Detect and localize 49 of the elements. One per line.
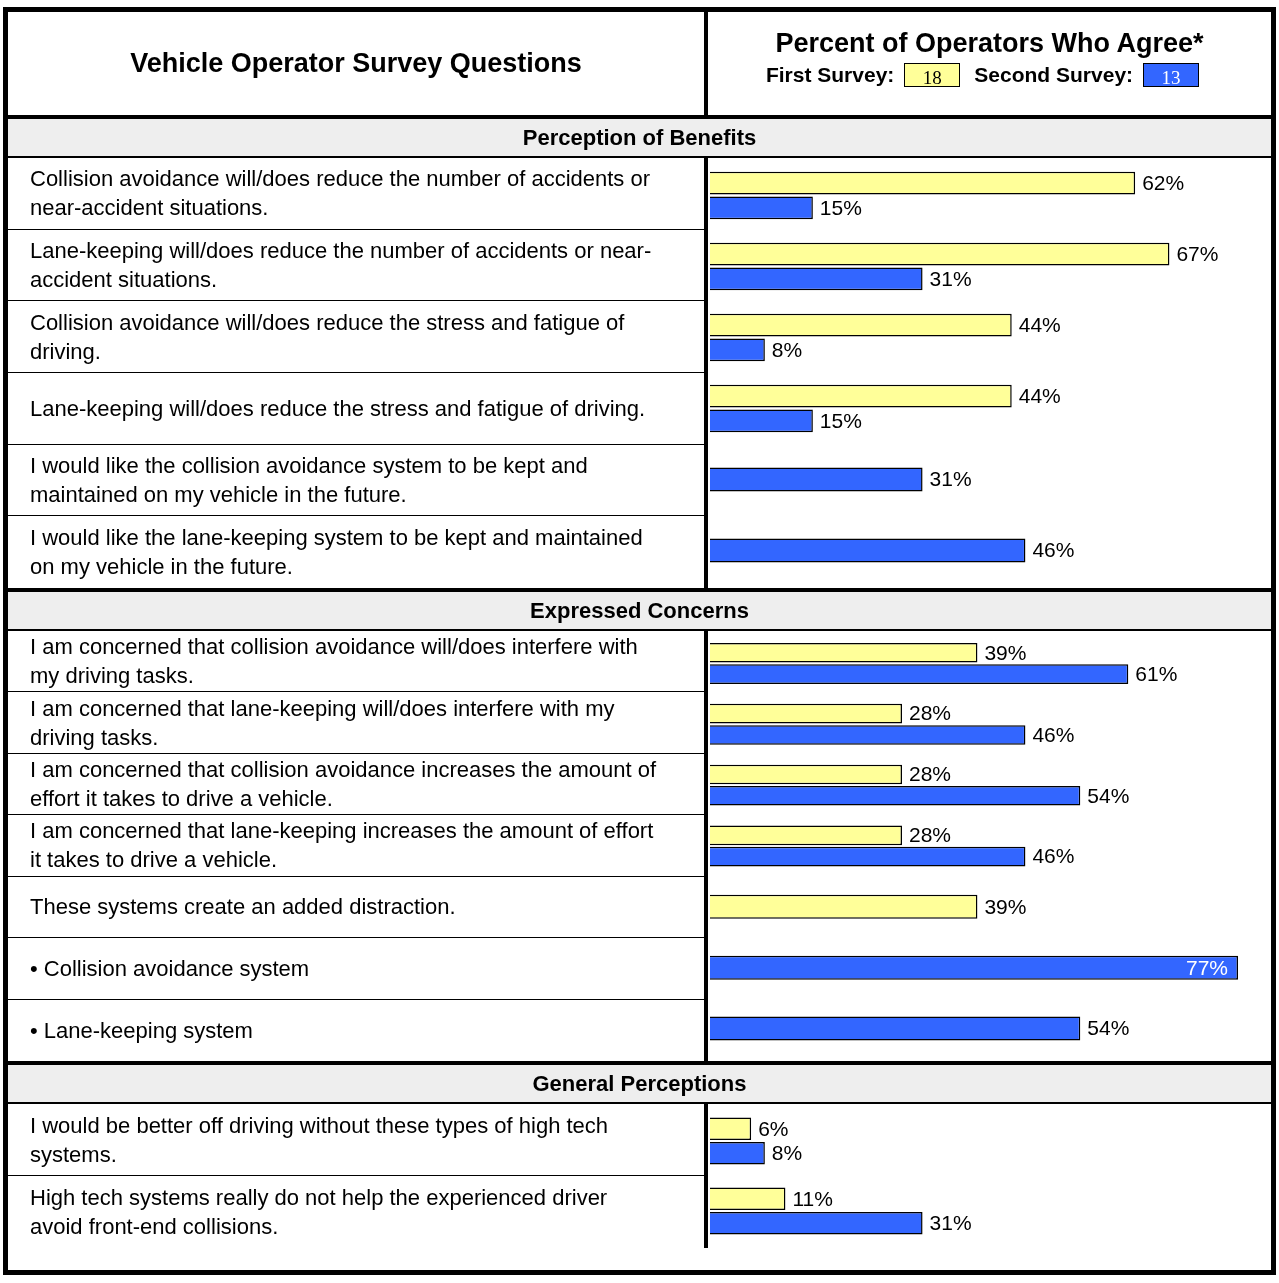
y-tick-label: I am concerned that lane-keeping increases the amount of effort it takes to drive a vehicle.	[8, 815, 704, 877]
data-label: 28%	[909, 762, 952, 786]
data-label: 15%	[819, 408, 862, 432]
y-tick-label: I would be better off driving without these types of high tech systems.	[8, 1104, 704, 1176]
y-tick-label: I am concerned that lane-keeping will/does interfere with my driving tasks.	[8, 692, 704, 754]
text: 18	[904, 63, 961, 88]
data-label: 54%	[1087, 1016, 1130, 1040]
legend-label: Second Survey:	[974, 63, 1134, 87]
data-label: 77%	[1185, 955, 1228, 979]
data-label: 54%	[1087, 783, 1130, 807]
data-label: 44%	[1018, 383, 1061, 407]
y-tick-label: High tech systems really do not help the experienced driver avoid front-end collisions.	[29, 1184, 609, 1241]
data-label: 8%	[771, 337, 803, 361]
data-label: 15%	[819, 195, 862, 219]
data-label: 39%	[984, 894, 1027, 918]
data-label: 31%	[929, 467, 972, 491]
y-axis-title: Vehicle Operator Survey Questions	[8, 12, 708, 115]
data-label: 28%	[909, 823, 952, 847]
data-label: 67%	[1176, 241, 1219, 265]
y-tick-label: I am concerned that collision avoidance will/does interfere with my driving tasks.	[8, 631, 704, 693]
chart-title: Expressed Concerns	[8, 592, 1271, 631]
y-tick-label: Collision avoidance will/does reduce the stress and fatigue of driving.	[8, 301, 704, 373]
y-tick-label: Collision avoidance will/does reduce the number of accidents or near-accident situations.	[8, 158, 704, 230]
x-axis-title: Percent of Operators Who Agree*	[774, 28, 1205, 59]
data-label: 44%	[1018, 312, 1061, 336]
y-tick-label: Lane-keeping will/does reduce the stress and fatigue of driving.	[8, 372, 704, 445]
y-tick-label: Lane-keeping will/does reduce the number of accidents or near-accident situations.	[8, 229, 704, 302]
data-label: 31%	[929, 1211, 972, 1235]
y-tick-label: • Collision avoidance system	[8, 938, 704, 1000]
data-label: 39%	[984, 640, 1027, 664]
y-tick-label: I am concerned that collision avoidance increases the amount of effort it takes to drive a vehicle.	[8, 753, 704, 816]
y-tick-label: These systems create an added distraction.	[8, 876, 704, 939]
data-label: 46%	[1032, 844, 1075, 868]
data-label: 11%	[792, 1186, 833, 1210]
text: 13	[1143, 63, 1200, 88]
data-label: 46%	[1032, 538, 1075, 562]
data-label: 6%	[758, 1116, 789, 1140]
data-label: 31%	[929, 266, 972, 290]
chart-title: Perception of Benefits	[8, 119, 1271, 158]
data-label: 28%	[909, 701, 952, 725]
y-tick-label: • Lane-keeping system	[29, 1016, 254, 1045]
y-tick-label: I would like the collision avoidance system to be kept and maintained on my vehicle in the future.	[8, 444, 704, 517]
chart-title: General Perceptions	[8, 1065, 1271, 1104]
data-label: 46%	[1032, 722, 1075, 746]
legend-label: First Survey:	[765, 63, 895, 87]
data-label: 8%	[771, 1141, 803, 1165]
data-label: 62%	[1142, 170, 1185, 194]
y-tick-label: I would like the lane-keeping system to be kept and maintained on my vehicle in the future.	[29, 524, 644, 582]
data-label: 61%	[1135, 661, 1178, 685]
